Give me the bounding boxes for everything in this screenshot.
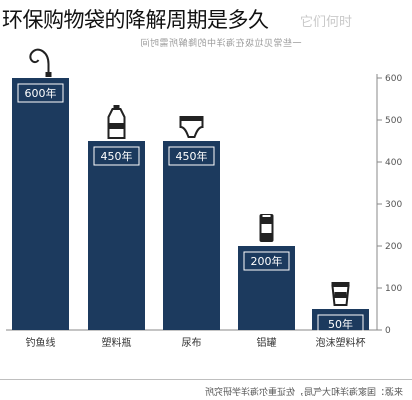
bar-1 bbox=[88, 141, 145, 330]
y-tick-label-2: 200 bbox=[385, 242, 402, 252]
data-label-box-3 bbox=[243, 251, 290, 271]
y-tick-label-0: 0 bbox=[385, 326, 391, 336]
fishing-line-icon bbox=[29, 48, 52, 77]
y-tick-label-5: 500 bbox=[385, 116, 402, 126]
plastic-bottle-icon bbox=[107, 105, 126, 139]
y-tick-label-6: 600 bbox=[385, 74, 402, 84]
data-label-box-0 bbox=[17, 83, 64, 103]
category-label-1: 塑料瓶 bbox=[102, 336, 132, 349]
y-axis: 0 100 200 300 400 500 600 bbox=[376, 74, 402, 336]
category-label-0: 钓鱼线 bbox=[26, 336, 56, 349]
category-label-3: 铝罐 bbox=[257, 336, 277, 349]
background-title: 它们何时 bbox=[300, 15, 353, 30]
category-label-2: 尿布 bbox=[182, 337, 202, 349]
y-tick-label-3: 300 bbox=[385, 200, 402, 210]
data-label-0: 600年 bbox=[25, 86, 57, 100]
icons-layer bbox=[29, 48, 350, 306]
data-label-box-2 bbox=[168, 146, 215, 166]
data-label-3: 200年 bbox=[251, 254, 283, 268]
page-title: 环保购物袋的降解周期是多久 bbox=[2, 8, 269, 32]
data-label-2: 450年 bbox=[176, 149, 208, 163]
bar-0 bbox=[12, 78, 69, 330]
category-label-4: 泡沫塑料杯 bbox=[316, 336, 366, 349]
source-note: 来源：国家海洋和大气局，佐证重尔海洋学研究所 bbox=[205, 388, 404, 398]
foam-cup-icon bbox=[331, 282, 350, 306]
bar-2 bbox=[163, 141, 220, 330]
data-label-box-1 bbox=[93, 146, 140, 166]
diaper-icon bbox=[179, 116, 204, 138]
y-tick-label-1: 100 bbox=[385, 284, 402, 294]
source-divider bbox=[0, 379, 412, 380]
bar-3 bbox=[238, 246, 295, 330]
data-label-1: 450年 bbox=[101, 149, 133, 163]
data-label-box-4 bbox=[317, 314, 364, 334]
y-tick-label-4: 400 bbox=[385, 158, 402, 168]
aluminum-can-icon bbox=[259, 214, 274, 242]
bar-4 bbox=[312, 309, 369, 330]
data-label-4: 50年 bbox=[328, 317, 353, 331]
